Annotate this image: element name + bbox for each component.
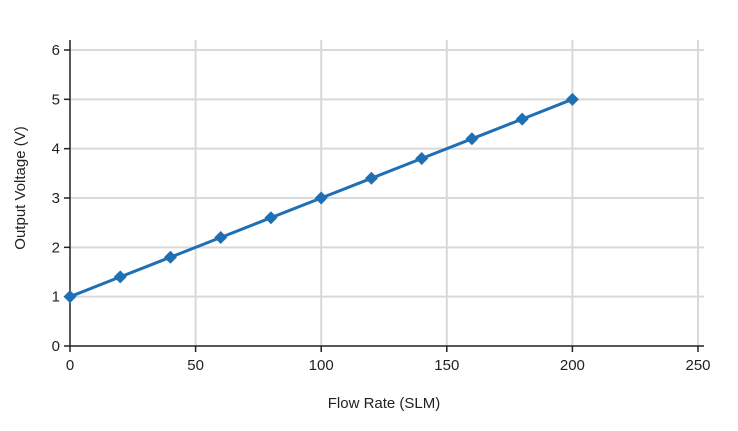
x-tick-label-100: 100 [309,357,334,374]
data-point-0-10 [565,92,579,106]
data-point-0-0 [63,290,77,304]
axes [69,40,704,347]
x-tick-label-150: 150 [434,357,459,374]
ticks: 0 1 2 3 4 5 6 0 50 100 150 200 250 [52,42,711,374]
data-point-0-4 [264,211,278,225]
x-tick-label-0: 0 [66,357,74,374]
data-point-0-3 [214,230,228,244]
y-tick-label-4: 4 [52,141,60,158]
x-tick-label-200: 200 [560,357,585,374]
y-tick-label-5: 5 [52,91,60,108]
y-tick-label-0: 0 [52,338,60,355]
x-tick-label-250: 250 [685,357,710,374]
data-point-0-8 [465,132,479,146]
data-point-0-2 [163,250,177,264]
x-tick-label-50: 50 [187,357,204,374]
data-point-0-6 [364,171,378,185]
series [63,92,579,304]
y-tick-label-6: 6 [52,42,60,59]
data-point-0-9 [515,112,529,126]
y-tick-label-1: 1 [52,289,60,306]
x-axis-title: Flow Rate (SLM) [328,395,441,412]
data-point-0-1 [113,270,127,284]
y-axis-title: Output Voltage (V) [12,126,29,249]
y-tick-label-3: 3 [52,190,60,207]
grid [70,40,704,346]
y-tick-label-2: 2 [52,239,60,256]
data-point-0-5 [314,191,328,205]
data-point-0-7 [415,152,429,166]
